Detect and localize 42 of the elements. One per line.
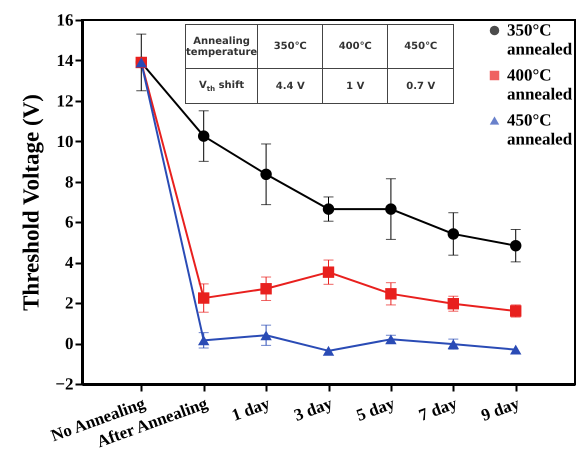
annotation: 350℃	[258, 24, 323, 68]
x-tick-label: 9 day	[478, 393, 522, 425]
point	[510, 240, 522, 252]
x-tick-label: 7 day	[416, 393, 460, 425]
y-tick-label: 12	[56, 91, 74, 110]
annotation: V$_{th}$ shift	[186, 68, 258, 104]
point	[260, 330, 272, 340]
y-tick-label: 14	[56, 50, 74, 70]
y-tick-label: 8	[65, 172, 74, 192]
point	[385, 288, 397, 300]
point	[322, 346, 334, 356]
point	[448, 228, 460, 240]
y-tick-label: 0	[65, 334, 74, 354]
y-tick-label: 4	[65, 253, 74, 272]
point	[322, 266, 334, 278]
legend-label: 450°C annealed	[507, 110, 573, 148]
point	[198, 335, 210, 346]
x-tick-label: 5 day	[354, 393, 398, 425]
point	[198, 292, 210, 304]
point	[198, 130, 210, 142]
y-tick-label: 16	[56, 10, 74, 30]
point	[260, 283, 272, 294]
point	[510, 344, 522, 355]
x-tick-label: 3 day	[291, 393, 336, 425]
annotation: 0.7 V	[388, 68, 454, 104]
y-axis-title: Threshold Voltage (V)	[18, 94, 44, 311]
y-tick-label: 2	[65, 294, 74, 313]
point	[260, 168, 272, 180]
annotation: 450℃	[388, 24, 454, 68]
legend-label: 400°C annealed	[507, 66, 573, 104]
point	[385, 203, 397, 215]
annotation: 4.4 V	[258, 68, 323, 104]
annotation: 400℃	[322, 24, 388, 68]
y-tick-label: −2	[55, 374, 74, 394]
point	[448, 298, 460, 310]
point	[322, 203, 334, 215]
y-tick-label: 6	[65, 212, 74, 232]
x-tick-label: 1 day	[229, 393, 273, 425]
annotation: 1 V	[322, 68, 388, 104]
annotation: Annealing temperature	[186, 24, 258, 68]
y-tick-label: 10	[56, 132, 74, 151]
legend-label: 350°C annealed	[507, 20, 573, 58]
